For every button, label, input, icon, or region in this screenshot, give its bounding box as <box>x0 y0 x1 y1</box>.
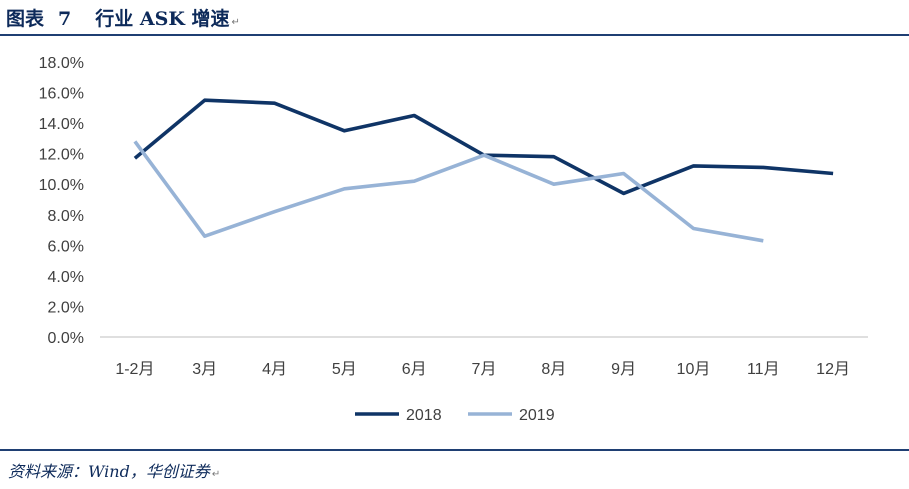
footer-rule <box>0 449 909 451</box>
y-tick-label: 6.0% <box>48 238 84 255</box>
y-tick-label: 16.0% <box>39 86 84 103</box>
y-tick-label: 18.0% <box>39 55 84 72</box>
x-tick-label: 12月 <box>816 361 850 378</box>
x-tick-label: 11月 <box>747 361 780 378</box>
figure-header: 图表 7 行业 ASK 增速 ↵ <box>6 4 903 32</box>
series-line-2019 <box>133 140 764 243</box>
x-axis-ticks: 1-2月 3月 4月 5月 6月 7月 8月 9月 10月 11月 12月 <box>115 361 850 378</box>
header-rule <box>0 34 909 36</box>
y-tick-label: 10.0% <box>39 177 84 194</box>
y-tick-label: 0.0% <box>48 330 84 347</box>
legend: 2018 2019 <box>355 407 555 424</box>
x-tick-label: 8月 <box>541 361 566 378</box>
figure-number: 7 <box>58 8 72 30</box>
x-tick-label: 5月 <box>332 361 357 378</box>
y-tick-label: 4.0% <box>48 269 84 286</box>
series-line-2018 <box>133 98 834 196</box>
y-tick-label: 12.0% <box>39 147 84 164</box>
series-lines <box>133 98 834 243</box>
legend-label: 2018 <box>406 407 442 424</box>
x-tick-label: 6月 <box>402 361 427 378</box>
figure-title: 行业 ASK 增速 <box>95 8 230 30</box>
y-axis-ticks: 0.0% 2.0% 4.0% 6.0% 8.0% 10.0% 12.0% 14.0% 16.0%… <box>39 55 84 347</box>
x-tick-label: 4月 <box>262 361 287 378</box>
paragraph-mark-icon: ↵ <box>211 469 221 480</box>
y-tick-label: 14.0% <box>39 116 84 133</box>
source-note: 资料来源：Wind，华创证券 ↵ <box>8 458 220 482</box>
figure-label: 图表 <box>6 8 45 30</box>
x-tick-label: 10月 <box>677 361 711 378</box>
x-tick-label: 7月 <box>472 361 497 378</box>
y-tick-label: 8.0% <box>48 208 84 225</box>
source-text: 资料来源：Wind，华创证券 <box>8 462 210 481</box>
legend-label: 2019 <box>519 407 555 424</box>
y-tick-label: 2.0% <box>48 299 84 316</box>
x-tick-label: 9月 <box>611 361 636 378</box>
x-tick-label: 3月 <box>192 361 217 378</box>
x-tick-label: 1-2月 <box>115 361 154 378</box>
paragraph-mark-icon: ↵ <box>231 17 240 28</box>
